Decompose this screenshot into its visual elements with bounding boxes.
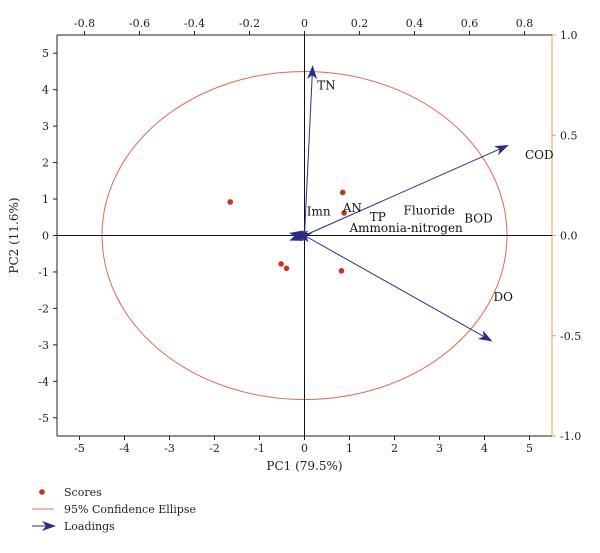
legend-scores-marker bbox=[39, 489, 45, 495]
x-tick-label: -5 bbox=[74, 442, 85, 455]
top-tick-label: 0.6 bbox=[461, 17, 479, 30]
label-an: AN bbox=[342, 201, 362, 215]
right-tick-label: -0.5 bbox=[560, 330, 581, 343]
label-bod: BOD bbox=[464, 212, 493, 226]
y-tick-label: -2 bbox=[38, 302, 49, 315]
y-tick-label: -5 bbox=[38, 412, 49, 425]
top-tick-label: 0 bbox=[301, 17, 308, 30]
label-tp: TP bbox=[370, 210, 386, 224]
x-tick-label: 4 bbox=[481, 442, 488, 455]
label-do: DO bbox=[494, 290, 514, 304]
x-tick-label: -3 bbox=[164, 442, 175, 455]
loadings-layer bbox=[289, 65, 509, 342]
y-tick-label: 0 bbox=[42, 230, 49, 243]
score-point bbox=[341, 210, 347, 216]
y-tick-label: -3 bbox=[38, 339, 49, 352]
loading-arrow-cod bbox=[304, 145, 509, 236]
top-tick-label: 0.2 bbox=[351, 17, 369, 30]
top-tick-label: -0.4 bbox=[184, 17, 205, 30]
legend-label: Scores bbox=[64, 486, 102, 499]
x-tick-label: -2 bbox=[209, 442, 220, 455]
x-tick-label: 1 bbox=[346, 442, 353, 455]
x-tick-label: 3 bbox=[436, 442, 443, 455]
right-tick-label: 1.0 bbox=[560, 29, 578, 42]
x-tick-label: 5 bbox=[526, 442, 533, 455]
variable-labels: TN COD DO Imn AN TP Fluoride BODAmmonia-nitroge… bbox=[307, 79, 554, 304]
y-tick-label: 4 bbox=[42, 84, 49, 97]
label-cod: COD bbox=[525, 148, 554, 162]
tick-labels: -5 -4 -3 -2 -1 0 1 2 3 4 5 -5 -4 -3 -2 -1 0 1 2 3 4 5 -0.8 -0.6… bbox=[38, 17, 581, 455]
x-tick-label: -4 bbox=[119, 442, 130, 455]
y-tick-label: -1 bbox=[38, 266, 49, 279]
top-tick-label: 0.8 bbox=[516, 17, 534, 30]
right-tick-label: 0.0 bbox=[560, 230, 578, 243]
y-tick-label: 5 bbox=[42, 47, 49, 60]
loading-arrow-do bbox=[304, 235, 493, 342]
loading-arrow-ammonia-nitrogen bbox=[289, 231, 305, 241]
label-ammonia-nitrogen: Ammonia-nitrogen bbox=[349, 221, 464, 235]
y-tick-label: -4 bbox=[38, 375, 49, 388]
top-tick-label: -0.8 bbox=[74, 17, 95, 30]
top-tick-label: -0.2 bbox=[239, 17, 260, 30]
label-imn: Imn bbox=[307, 204, 331, 218]
x-axis-title: PC1 (79.5%) bbox=[266, 459, 342, 473]
x-tick-label: 0 bbox=[301, 442, 308, 455]
y-tick-label: 3 bbox=[42, 120, 49, 133]
right-tick-label: 0.5 bbox=[560, 129, 578, 142]
scores-layer bbox=[227, 189, 347, 274]
y-tick-label: 2 bbox=[42, 157, 49, 170]
score-point bbox=[339, 189, 346, 196]
score-point bbox=[283, 265, 290, 272]
label-fluoride: Fluoride bbox=[404, 203, 455, 217]
top-tick-label: -0.6 bbox=[129, 17, 150, 30]
y-axis-title: PC2 (11.6%) bbox=[7, 197, 21, 273]
loading-arrow-tn bbox=[304, 65, 318, 236]
legend-label: 95% Confidence Ellipse bbox=[64, 503, 196, 516]
legend-label: Loadings bbox=[64, 520, 115, 533]
score-point bbox=[227, 199, 234, 205]
x-tick-label: -1 bbox=[254, 442, 265, 455]
top-tick-label: 0.4 bbox=[406, 17, 424, 30]
label-tn: TN bbox=[317, 79, 336, 93]
y-tick-label: 1 bbox=[42, 193, 49, 206]
score-point bbox=[338, 268, 345, 274]
right-tick-label: -1.0 bbox=[560, 430, 581, 443]
score-point bbox=[278, 261, 284, 267]
legend: Scores 95% Confidence Ellipse Loadings bbox=[32, 486, 196, 533]
x-tick-label: 2 bbox=[391, 442, 398, 455]
